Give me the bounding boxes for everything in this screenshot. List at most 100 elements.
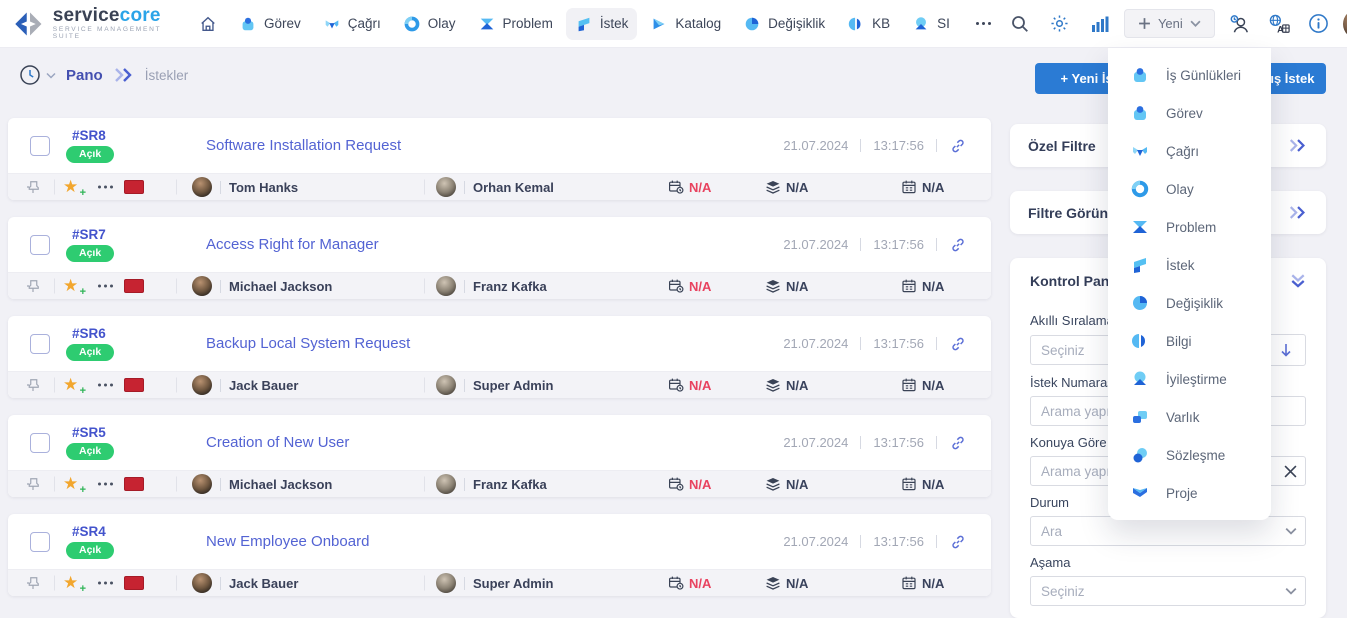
link-icon[interactable] <box>949 533 967 551</box>
requester-cell[interactable]: Michael Jackson <box>192 276 332 296</box>
request-id[interactable]: #SR5 <box>72 425 106 441</box>
nav-more-button[interactable] <box>963 15 1004 32</box>
requester-cell[interactable]: Jack Bauer <box>192 573 298 593</box>
menu-item-sozlesme[interactable]: Sözleşme <box>1108 436 1271 474</box>
search-button[interactable] <box>1004 8 1036 40</box>
sort-direction-button[interactable] <box>1266 334 1306 366</box>
expand-chevrons-icon[interactable] <box>1288 206 1308 219</box>
user-avatar[interactable] <box>1342 8 1347 39</box>
nav-item-olay[interactable]: Olay <box>394 8 465 40</box>
nav-item-degisiklik[interactable]: Değişiklik <box>734 8 834 40</box>
menu-item-problem[interactable]: Problem <box>1108 208 1271 246</box>
brand-logo[interactable]: servicecore SERVICE MANAGEMENT SUITE <box>12 6 180 42</box>
menu-item-is-gunlukleri[interactable]: İş Günlükleri <box>1108 56 1271 94</box>
nav-item-si[interactable]: SI <box>903 8 959 40</box>
pin-button[interactable] <box>24 277 42 295</box>
request-title[interactable]: Access Right for Manager <box>206 236 379 253</box>
menu-item-bilgi[interactable]: Bilgi <box>1108 322 1271 360</box>
menu-item-iyilestirme[interactable]: İyileştirme <box>1108 360 1271 398</box>
requester-cell[interactable]: Michael Jackson <box>192 474 332 494</box>
nav-item-katalog[interactable]: Katalog <box>641 8 730 40</box>
row-checkbox[interactable] <box>30 531 50 552</box>
assignee-cell[interactable]: Franz Kafka <box>436 276 547 296</box>
menu-item-istek[interactable]: İstek <box>1108 246 1271 284</box>
language-button[interactable]: A <box>1263 8 1295 40</box>
request-title[interactable]: Software Installation Request <box>206 137 402 154</box>
priority-flag[interactable] <box>124 279 144 293</box>
row-more-button[interactable] <box>94 482 117 486</box>
history-clock-icon[interactable] <box>18 63 42 87</box>
assignee-cell[interactable]: Orhan Kemal <box>436 177 554 197</box>
menu-item-varlik[interactable]: Varlık <box>1108 398 1271 436</box>
row-checkbox[interactable] <box>30 333 50 354</box>
nav-item-problem[interactable]: Problem <box>469 8 562 40</box>
assignee-cell[interactable]: Super Admin <box>436 375 553 395</box>
nav-item-label: Değişiklik <box>768 16 826 31</box>
requester-cell[interactable]: Tom Hanks <box>192 177 298 197</box>
priority-flag[interactable] <box>124 576 144 590</box>
menu-item-proje[interactable]: Proje <box>1108 474 1271 512</box>
status-select[interactable] <box>1030 516 1306 546</box>
nav-item-istek[interactable]: İstek <box>565 7 638 40</box>
priority-flag[interactable] <box>124 378 144 392</box>
reports-button[interactable] <box>1084 8 1116 40</box>
star-icon: ★ <box>63 474 79 493</box>
menu-item-olay[interactable]: Olay <box>1108 170 1271 208</box>
nav-item-home[interactable] <box>190 8 226 40</box>
priority-flag[interactable] <box>124 477 144 491</box>
request-title[interactable]: New Employee Onboard <box>206 533 370 550</box>
divider <box>220 576 221 590</box>
row-more-button[interactable] <box>94 185 117 189</box>
link-icon[interactable] <box>949 236 967 254</box>
priority-flag[interactable] <box>124 180 144 194</box>
request-id[interactable]: #SR6 <box>72 326 106 342</box>
row-more-button[interactable] <box>94 284 117 288</box>
favorite-button[interactable]: ★ + <box>63 474 86 496</box>
sozlesme-icon <box>1133 448 1147 463</box>
assignee-cell[interactable]: Super Admin <box>436 573 553 593</box>
requester-cell[interactable]: Jack Bauer <box>192 375 298 395</box>
expand-chevrons-icon[interactable] <box>1288 139 1308 152</box>
nav-item-cagri[interactable]: Çağrı <box>314 8 390 40</box>
settings-button[interactable] <box>1044 8 1076 40</box>
row-more-button[interactable] <box>94 383 117 387</box>
link-icon[interactable] <box>949 434 967 452</box>
menu-item-degisiklik[interactable]: Değişiklik <box>1108 284 1271 322</box>
favorite-button[interactable]: ★ + <box>63 276 86 298</box>
info-button[interactable] <box>1303 8 1335 40</box>
status-select-chevron[interactable] <box>1285 527 1297 535</box>
request-id[interactable]: #SR7 <box>72 227 106 243</box>
link-icon[interactable] <box>949 137 967 155</box>
row-checkbox[interactable] <box>30 234 50 255</box>
nav-item-gorev[interactable]: Görev <box>230 8 310 40</box>
menu-item-gorev[interactable]: Görev <box>1108 94 1271 132</box>
request-id[interactable]: #SR4 <box>72 524 106 540</box>
yeni-dropdown-button[interactable]: Yeni <box>1123 9 1215 38</box>
row-checkbox[interactable] <box>30 432 50 453</box>
request-title[interactable]: Backup Local System Request <box>206 335 411 352</box>
asset-cell: N/A <box>765 476 808 492</box>
collapse-chevrons-icon[interactable] <box>1290 273 1306 289</box>
pin-button[interactable] <box>24 178 42 196</box>
stage-select-chevron[interactable] <box>1285 587 1297 595</box>
requester-avatar <box>192 573 212 593</box>
pin-button[interactable] <box>24 376 42 394</box>
breadcrumb-root[interactable]: Pano <box>66 66 103 84</box>
user-activity-button[interactable] <box>1223 8 1255 40</box>
favorite-button[interactable]: ★ + <box>63 573 86 595</box>
favorite-button[interactable]: ★ + <box>63 177 86 199</box>
asset-cell: N/A <box>765 377 808 393</box>
row-more-button[interactable] <box>94 581 117 585</box>
assignee-cell[interactable]: Franz Kafka <box>436 474 547 494</box>
favorite-button[interactable]: ★ + <box>63 375 86 397</box>
pin-button[interactable] <box>24 574 42 592</box>
pin-button[interactable] <box>24 475 42 493</box>
chevron-down-icon[interactable] <box>46 72 56 79</box>
row-checkbox[interactable] <box>30 135 50 156</box>
request-title[interactable]: Creation of New User <box>206 434 350 451</box>
menu-item-cagri[interactable]: Çağrı <box>1108 132 1271 170</box>
link-icon[interactable] <box>949 335 967 353</box>
request-id[interactable]: #SR8 <box>72 128 106 144</box>
clear-search-button[interactable] <box>1284 465 1297 478</box>
nav-item-kb[interactable]: KB <box>838 8 899 40</box>
